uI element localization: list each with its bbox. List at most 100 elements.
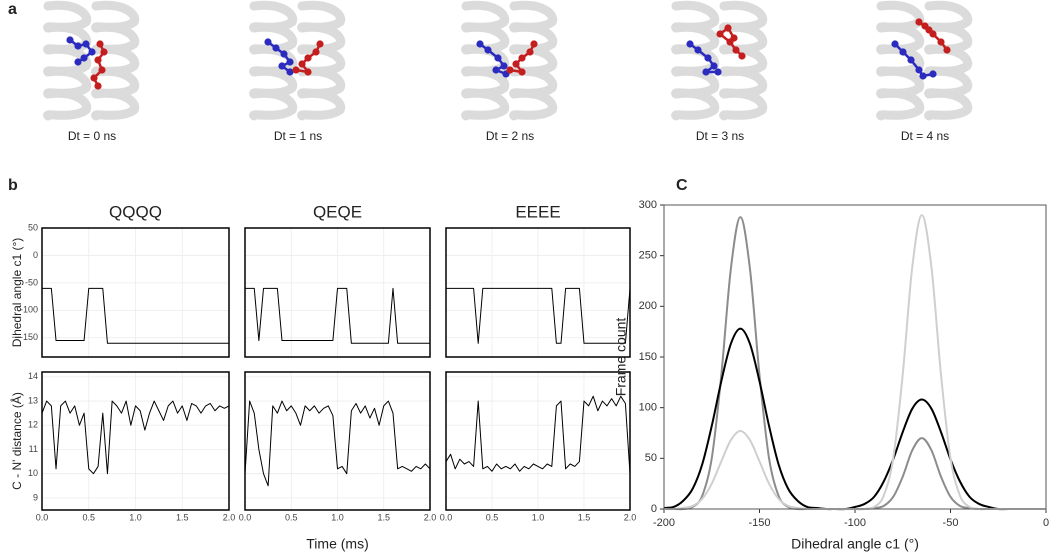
snapshot [461,0,558,121]
plot-frame [244,227,431,358]
y-tick-label: 9 [33,492,38,502]
y-tick-label: 14 [28,371,38,381]
atom [500,62,508,70]
y-tick-label: 250 [639,250,657,262]
plot-frame [41,371,230,511]
y-axis-label: C - N' distance (Å) [9,392,24,490]
atom [686,40,694,48]
snapshot-label: Dt = 3 ns [696,129,744,143]
data-line [663,216,1046,511]
atom [316,40,324,48]
atom [80,54,88,62]
atom [929,70,937,78]
helix-ribbon [924,0,973,121]
data-line [244,400,431,487]
atom [298,60,306,68]
data-line [663,214,1046,511]
subplot-title: EEEE [515,202,560,221]
atom [286,58,294,66]
atom [518,68,526,76]
atom [730,34,738,42]
x-tick-label: 2.0 [424,512,437,522]
snapshot-label: Dt = 1 ns [274,129,322,143]
x-tick-label: 0 [1043,517,1049,529]
atom [94,82,102,90]
data-line [245,287,430,344]
atom [492,66,500,74]
plot-frame [445,371,631,511]
atom [94,56,102,64]
data-line [445,395,631,474]
y-tick-label: 0 [651,503,657,515]
atom [899,48,907,56]
atom [714,68,722,76]
panel-label: a [8,1,17,18]
atom [272,44,280,52]
snapshot [249,0,346,121]
atom [526,48,534,56]
atom [278,62,286,70]
helix-ribbon [91,0,140,121]
plot: EEEE [445,202,631,358]
atom [100,48,108,56]
panel-label: C [676,177,688,194]
x-axis-label: Time (ms) [306,536,368,552]
atom [907,56,915,64]
atom [738,52,746,60]
data-line [41,400,230,475]
x-tick-label: 0.5 [486,512,499,522]
atom [494,54,502,62]
plot: 0.0 0.5 1.0 1.5 2.0 [440,371,637,522]
plot: -150 -100 -50 0 50 QQQQ Dihedral angle c1 (°) [10,202,230,358]
plot: QEQE [244,202,431,358]
y-tick-label: 13 [28,395,38,405]
atom [694,46,702,54]
atom [98,66,106,74]
x-tick-label: 0.5 [285,512,298,522]
plot-frame [663,204,1047,510]
atom [937,38,945,46]
atom [512,60,520,68]
x-tick-label: 1.0 [331,512,344,522]
y-tick-label: -100 [20,305,38,315]
subplot-title: QQQQ [109,202,162,221]
atom [530,40,538,48]
plot-frame [41,227,230,358]
x-tick-label: -100 [844,517,866,529]
atom [915,66,923,74]
plot: 9 10 11 12 13 14 0.0 0.5 1.0 1.5 2.0 C - N' distanc… [9,371,235,522]
atom [74,42,82,50]
snapshot-label: Dt = 4 ns [901,129,949,143]
atom [716,30,724,38]
y-tick-label: 200 [639,300,657,312]
y-tick-label: 300 [639,199,657,211]
atom [264,38,272,46]
atom [919,72,927,80]
atom [312,48,320,56]
x-tick-label: 0.5 [82,512,95,522]
panel-label: b [8,177,18,194]
y-tick-label: 0 [33,250,38,260]
x-tick-label: -150 [748,517,770,529]
atom [74,58,82,66]
atom [704,54,712,62]
x-tick-label: 2.0 [624,512,637,522]
atom [286,68,294,76]
y-tick-label: 10 [28,468,38,478]
helix-ribbon [719,0,768,121]
x-tick-label: 1.0 [129,512,142,522]
x-tick-label: 0.0 [36,512,49,522]
x-tick-label: 0.0 [440,512,453,522]
data-line [42,287,229,344]
atom [702,68,710,76]
x-tick-label: -200 [653,517,675,529]
helix-ribbon [249,0,298,121]
x-axis-label: Dihedral angle c1 (°) [791,536,919,552]
snapshot [43,0,140,121]
atom [724,24,732,32]
atom [476,40,484,48]
atom [88,48,96,56]
atom [732,46,740,54]
y-tick-label: 100 [639,402,657,414]
